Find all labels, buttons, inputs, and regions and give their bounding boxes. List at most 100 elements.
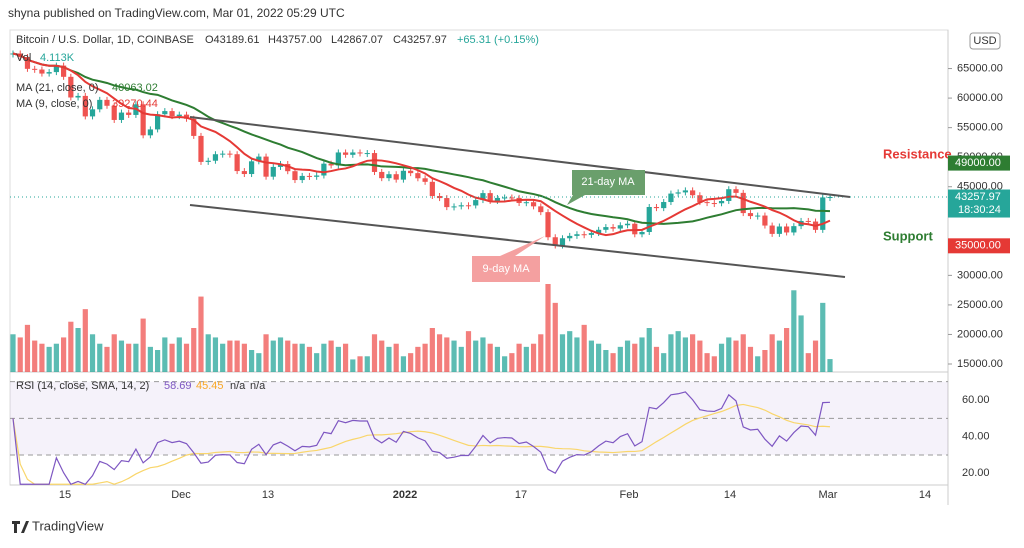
footer: TradingView xyxy=(32,518,104,533)
candle xyxy=(234,154,240,172)
candle xyxy=(162,111,168,115)
ma9-line xyxy=(12,52,831,237)
volume-bar xyxy=(653,346,660,372)
volume-bar xyxy=(393,343,399,372)
candle xyxy=(357,152,363,154)
candle xyxy=(306,175,313,177)
candle xyxy=(111,105,117,120)
volume-bar xyxy=(668,334,674,372)
candle xyxy=(530,202,537,207)
ma21-line xyxy=(12,52,831,225)
volume-bar xyxy=(617,346,623,372)
candle xyxy=(451,206,457,208)
price-tick-label: 65000.00 xyxy=(957,62,1003,74)
volume-bar xyxy=(552,302,558,372)
volume-bar xyxy=(820,302,826,372)
candle xyxy=(147,129,153,136)
candle xyxy=(646,206,652,232)
candle xyxy=(458,205,464,207)
candle xyxy=(690,190,696,196)
volume-bar xyxy=(53,343,59,372)
volume-bar xyxy=(314,353,320,372)
currency-box[interactable] xyxy=(969,32,1001,50)
ma21-label: MA (21, close, 0) xyxy=(16,82,99,94)
rsi-sma-value: 45.45 xyxy=(196,380,224,392)
volume-bar xyxy=(596,343,602,372)
volume-bar xyxy=(205,334,211,372)
candle xyxy=(299,175,305,181)
rsi-na: n/a xyxy=(230,380,246,392)
volume-bar xyxy=(697,340,703,372)
candle xyxy=(292,171,298,181)
candle xyxy=(704,202,710,204)
candle xyxy=(747,213,754,217)
volume-bar xyxy=(755,356,761,372)
candle xyxy=(639,231,645,235)
candle xyxy=(769,225,775,234)
volume-bar xyxy=(386,346,392,372)
volume-bar xyxy=(292,343,298,372)
candle xyxy=(342,152,349,155)
candle xyxy=(711,203,717,205)
candle xyxy=(429,181,435,197)
candle xyxy=(827,197,833,199)
candle xyxy=(567,235,573,239)
candle xyxy=(205,160,211,162)
candle xyxy=(574,234,580,236)
candle xyxy=(220,153,226,155)
volume-bar xyxy=(444,337,450,372)
volume-bar xyxy=(791,290,797,372)
candle xyxy=(285,163,291,172)
candle xyxy=(444,198,450,208)
volume-bar xyxy=(805,353,811,372)
candle xyxy=(632,223,638,235)
candle xyxy=(379,171,385,179)
volume-bar xyxy=(798,315,804,372)
ma9-label: MA (9, close, 0) xyxy=(16,98,92,110)
price-tick-label: 60000.00 xyxy=(957,92,1003,104)
volume-bar xyxy=(812,340,819,372)
rsi-tick-label: 20.00 xyxy=(962,467,990,479)
candle xyxy=(53,65,59,73)
volume-bar xyxy=(776,340,782,372)
rsi-tick-label: 40.00 xyxy=(962,431,990,443)
candle xyxy=(653,206,660,209)
candle xyxy=(32,68,38,70)
volume-layer xyxy=(10,284,833,372)
ma21-annotation: 21-day MA xyxy=(581,176,635,188)
volume-bar xyxy=(111,334,117,372)
candle xyxy=(776,226,782,234)
volume-bar xyxy=(342,343,349,372)
candle xyxy=(617,225,623,229)
ma9-value: 39270.44 xyxy=(112,98,158,110)
volume-bar xyxy=(523,346,529,372)
volume-bar xyxy=(682,337,688,372)
volume-bar xyxy=(234,340,240,372)
candle xyxy=(364,153,370,155)
candle xyxy=(762,215,768,226)
volume-bar xyxy=(162,337,168,372)
candle xyxy=(581,234,587,236)
resistance-price-label: 49000.00 xyxy=(955,157,1001,169)
ui-layer: Bitcoin / U.S. Dollar, 1D, COINBASE O431… xyxy=(12,32,1010,533)
support-annotation: Support xyxy=(883,228,933,243)
volume-bar xyxy=(581,324,587,372)
volume-bar xyxy=(350,359,356,372)
candle xyxy=(422,178,428,182)
volume-bar xyxy=(176,337,182,372)
volume-bar xyxy=(675,331,681,372)
candle xyxy=(82,95,88,117)
currency[interactable]: USD xyxy=(973,35,996,47)
tv-logo xyxy=(12,521,29,533)
candle xyxy=(104,99,110,106)
volume-bar xyxy=(133,343,139,372)
upper-trendline xyxy=(189,116,851,198)
volume-bar xyxy=(624,340,631,372)
volume-bar xyxy=(147,346,153,372)
candle xyxy=(68,76,74,98)
volume-bar xyxy=(494,346,501,372)
candle xyxy=(270,166,276,177)
candle xyxy=(675,192,681,194)
volume-bar xyxy=(473,340,479,372)
